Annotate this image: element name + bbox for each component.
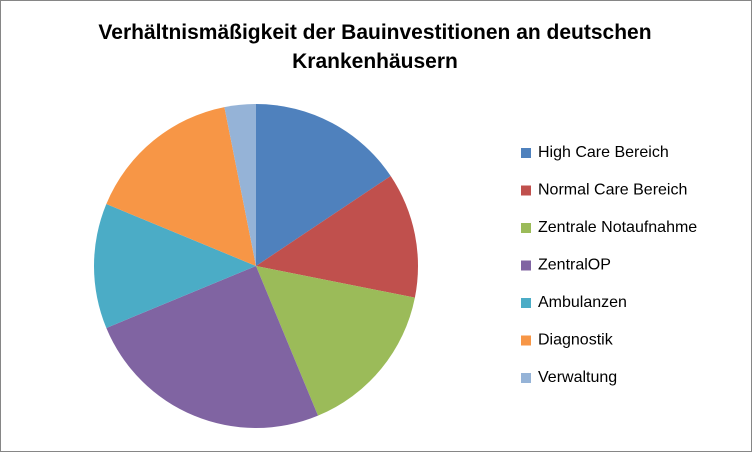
pie-slice — [224, 104, 256, 266]
pie-slice — [106, 107, 256, 266]
legend-swatch — [521, 335, 531, 346]
legend-swatch — [521, 148, 531, 158]
pie-slice — [256, 266, 415, 416]
legend-swatch — [521, 185, 531, 196]
chart-title: Verhältnismäßigkeit der Bauinvestitionen… — [98, 21, 652, 73]
pie-slice — [94, 204, 256, 328]
pie-slice — [256, 175, 418, 298]
pie-slice — [256, 104, 391, 266]
legend-swatch — [521, 373, 531, 383]
legend-label: Verwaltung — [538, 369, 617, 386]
legend-label: ZentralOP — [538, 257, 611, 274]
legend-label: Diagnostik — [538, 332, 614, 349]
legend-swatch — [521, 223, 531, 233]
legend-label: Normal Care Bereich — [538, 182, 687, 199]
legend-swatch — [521, 260, 531, 271]
legend-label: Zentrale Notaufnahme — [538, 219, 697, 236]
pie-slice — [106, 266, 318, 428]
legend-label: Ambulanzen — [538, 294, 627, 311]
legend-swatch — [521, 298, 531, 308]
legend-label: High Care Bereich — [538, 144, 669, 161]
